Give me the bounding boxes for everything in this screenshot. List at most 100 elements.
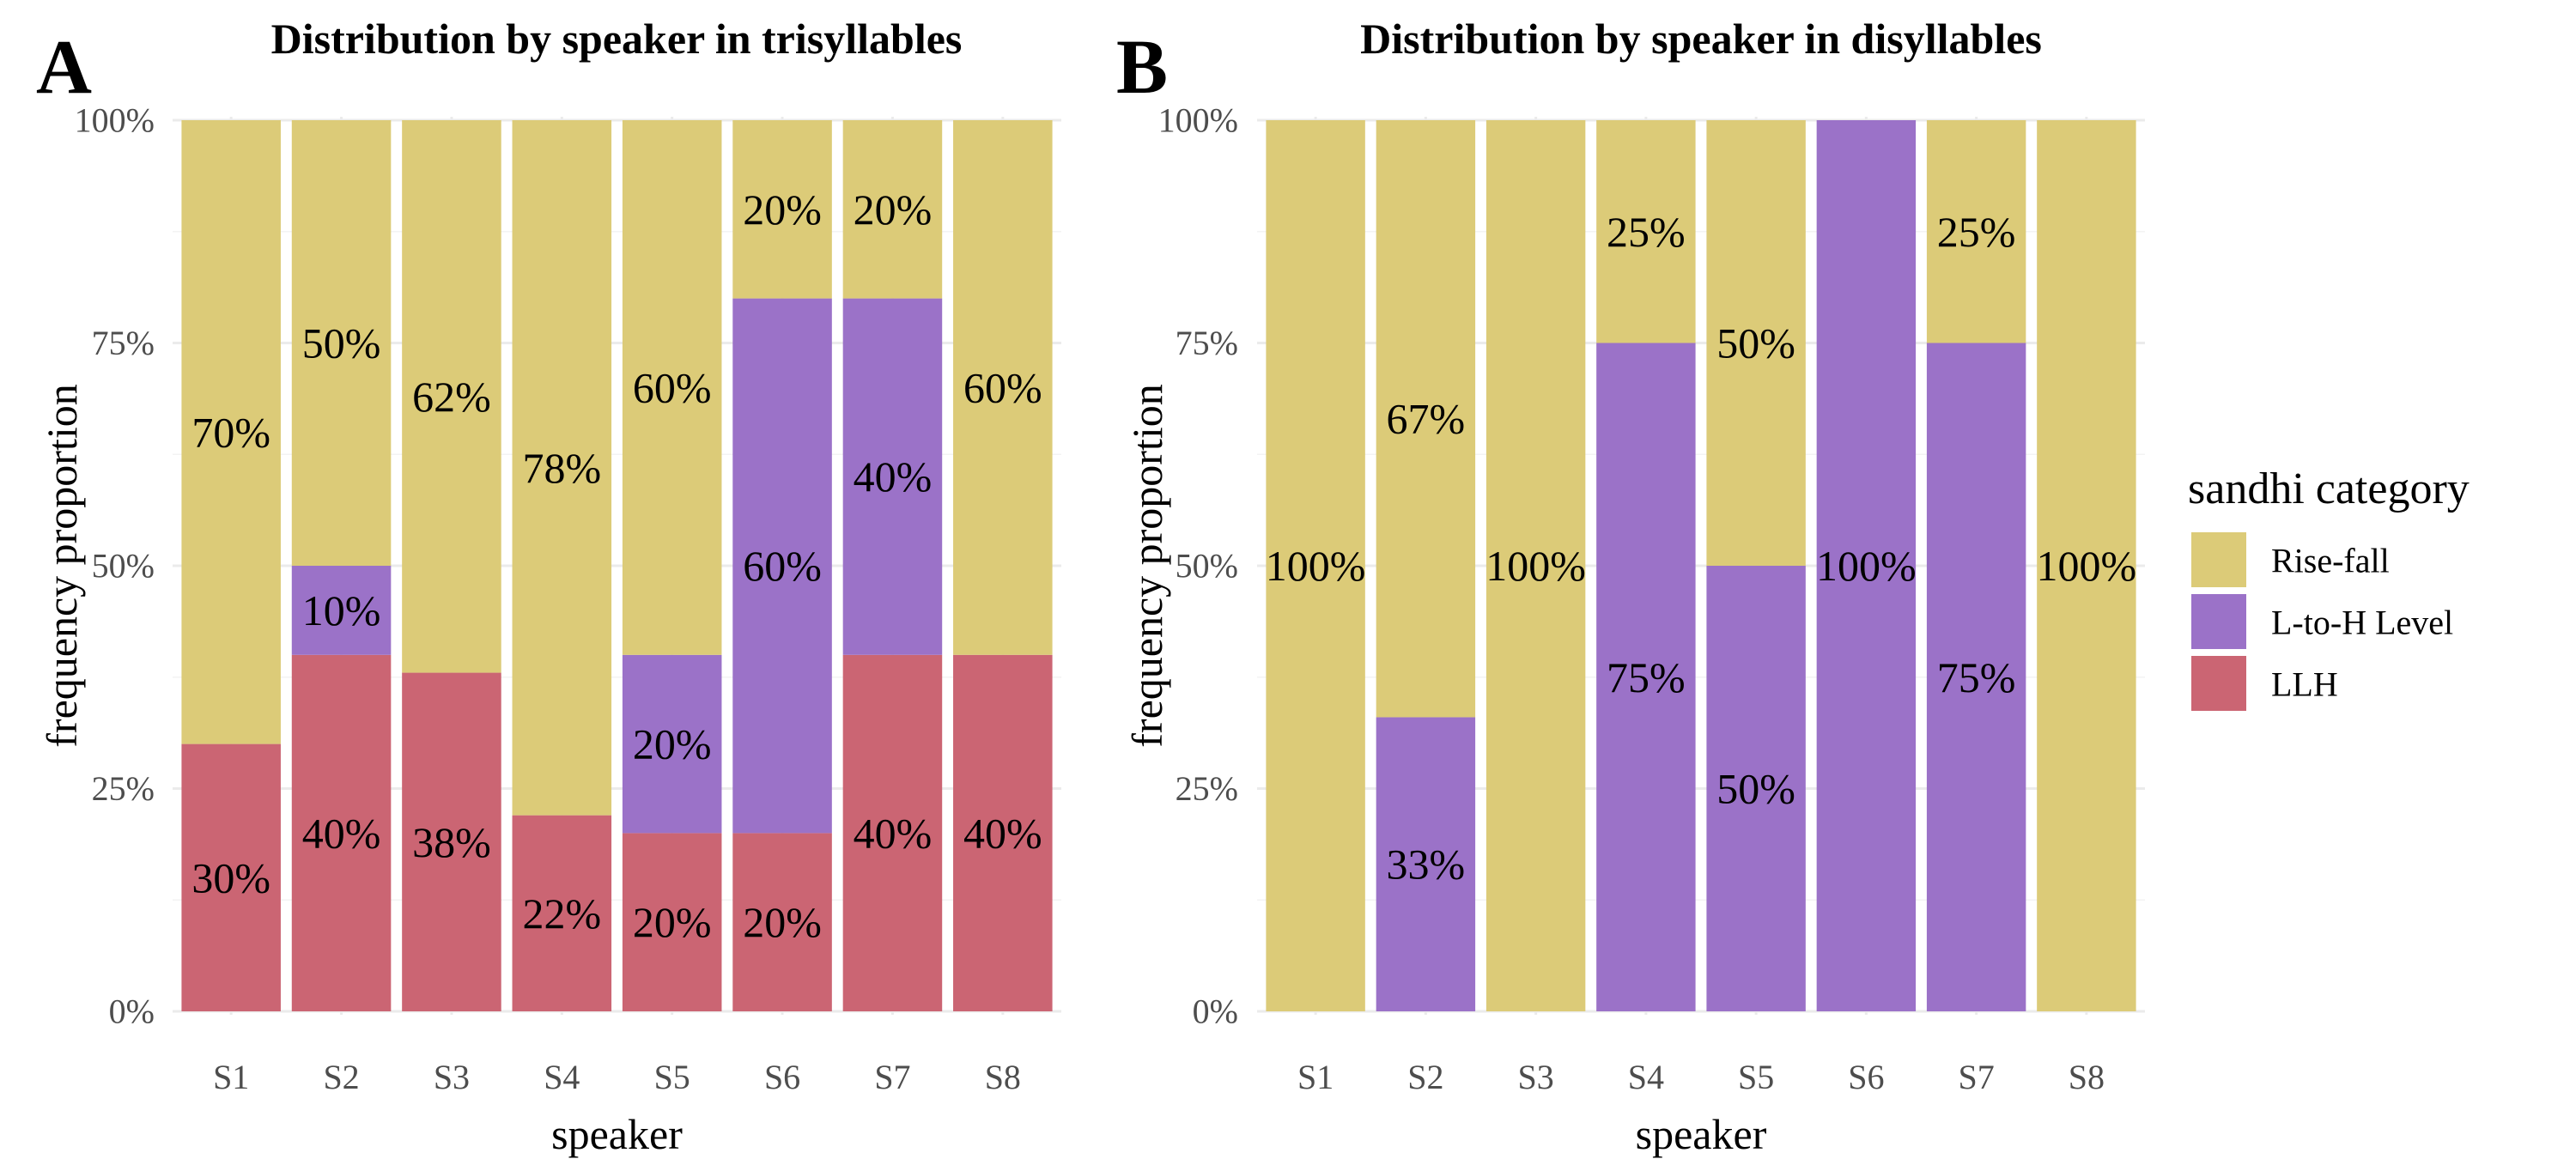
x-tick-label: S6 xyxy=(764,1058,800,1096)
bar-segment-llh xyxy=(512,815,612,1011)
panel-letter: B xyxy=(1116,25,1168,110)
data-label: 20% xyxy=(743,185,822,234)
y-axis-title: frequency proportion xyxy=(38,384,86,747)
bar-segment-rise-fall xyxy=(732,120,832,299)
panel-letter: A xyxy=(36,25,92,110)
bar-segment-l-to-h-level xyxy=(732,298,832,834)
bar-segment-rise-fall xyxy=(512,120,612,816)
y-tick-label: 75% xyxy=(1176,324,1238,362)
y-tick-label: 25% xyxy=(92,769,155,808)
data-label: 38% xyxy=(412,818,491,866)
bar-segment-rise-fall xyxy=(1706,120,1806,566)
data-label: 40% xyxy=(302,809,381,857)
data-label: 50% xyxy=(1716,765,1795,813)
bar-segment-l-to-h-level xyxy=(842,298,943,655)
x-tick-label: S8 xyxy=(2069,1058,2105,1096)
data-label: 62% xyxy=(412,373,491,421)
panel-b-disyllables: 100% 33% 67% 100% 75% 25% 50% 50% 100% 75% 25% 100%… xyxy=(1116,15,2145,1158)
legend-label: LLH xyxy=(2271,665,2338,704)
bar-segment-l-to-h-level xyxy=(1596,343,1696,1011)
panel-a-trisyllables: 30% 70% 40% 10% 50% 38% 62% 22% 78% 20% 20% 60% 20% 6… xyxy=(36,15,1061,1158)
x-tick-label: S4 xyxy=(1628,1058,1664,1096)
data-label: 60% xyxy=(743,542,822,590)
data-label: 33% xyxy=(1387,840,1466,889)
x-tick-label: S1 xyxy=(1297,1058,1334,1096)
bar-segment-llh xyxy=(402,672,501,1011)
legend-label: Rise-fall xyxy=(2271,542,2390,580)
y-tick-label: 50% xyxy=(92,547,155,586)
bar-segment-llh xyxy=(732,833,832,1011)
bar-segment-rise-fall xyxy=(1376,120,1476,718)
data-label: 100% xyxy=(1485,542,1586,590)
bar-segment-l-to-h-level xyxy=(1816,120,1917,1011)
data-label: 20% xyxy=(633,720,712,768)
x-tick-label: S7 xyxy=(874,1058,910,1096)
bar-segment-rise-fall xyxy=(622,120,722,655)
data-label: 22% xyxy=(522,889,601,938)
bar-segment-rise-fall xyxy=(842,120,943,299)
bar-segment-rise-fall xyxy=(1926,120,2026,343)
y-tick-label: 100% xyxy=(75,101,155,140)
y-tick-label: 0% xyxy=(1193,992,1238,1031)
x-tick-label: S5 xyxy=(654,1058,690,1096)
data-label: 40% xyxy=(854,452,933,501)
data-label: 60% xyxy=(633,363,712,411)
panel-title: Distribution by speaker in disyllables xyxy=(1360,15,2042,63)
data-label: 50% xyxy=(302,319,381,367)
x-tick-label: S8 xyxy=(985,1058,1021,1096)
x-axis-title: speaker xyxy=(1636,1110,1767,1158)
legend: sandhi category Rise-fall L-to-H Level LLH xyxy=(2188,464,2470,711)
bar-segment-l-to-h-level xyxy=(1376,717,1476,1011)
data-label: 40% xyxy=(854,809,933,857)
bar-segment-rise-fall xyxy=(402,120,501,673)
data-label: 10% xyxy=(302,586,381,634)
x-axis-title: speaker xyxy=(551,1110,683,1158)
x-tick-label: S1 xyxy=(213,1058,249,1096)
y-tick-label: 75% xyxy=(92,324,155,362)
y-axis-title: frequency proportion xyxy=(1123,384,1171,747)
x-tick-label: S4 xyxy=(544,1058,580,1096)
data-label: 25% xyxy=(1937,208,2016,256)
bar-segment-llh xyxy=(622,833,722,1011)
legend-title: sandhi category xyxy=(2188,464,2470,513)
bar-segment-llh xyxy=(291,654,392,1011)
bar-segment-rise-fall xyxy=(1485,120,1586,1011)
data-label: 60% xyxy=(963,363,1042,411)
x-tick-label: S5 xyxy=(1738,1058,1774,1096)
data-label: 100% xyxy=(2037,542,2137,590)
bar-segment-rise-fall xyxy=(291,120,392,566)
bar-segment-l-to-h-level xyxy=(1926,343,2026,1011)
y-tick-label: 0% xyxy=(109,992,155,1031)
legend-label: L-to-H Level xyxy=(2271,604,2453,642)
bar-segment-rise-fall xyxy=(1266,120,1365,1011)
data-label: 100% xyxy=(1816,542,1917,590)
x-tick-label: S6 xyxy=(1848,1058,1884,1096)
y-tick-label: 50% xyxy=(1176,547,1238,586)
data-label: 40% xyxy=(963,809,1042,857)
panel-title: Distribution by speaker in trisyllables xyxy=(271,15,963,63)
data-label: 20% xyxy=(633,898,712,946)
data-label: 75% xyxy=(1937,653,2016,701)
bar-segment-llh xyxy=(181,743,281,1011)
bar-segment-l-to-h-level xyxy=(291,566,392,655)
data-label: 67% xyxy=(1387,395,1466,443)
data-label: 100% xyxy=(1266,542,1366,590)
bar-segment-rise-fall xyxy=(1596,120,1696,343)
bar-segment-rise-fall xyxy=(953,120,1053,655)
y-tick-label: 100% xyxy=(1158,101,1238,140)
data-label: 75% xyxy=(1607,653,1686,701)
bar-segment-rise-fall xyxy=(2037,120,2136,1011)
data-label: 20% xyxy=(743,898,822,946)
bar-segment-llh xyxy=(842,654,943,1011)
data-label: 25% xyxy=(1607,208,1686,256)
x-tick-label: S2 xyxy=(323,1058,359,1096)
x-tick-label: S7 xyxy=(1959,1058,1995,1096)
x-tick-label: S2 xyxy=(1407,1058,1443,1096)
legend-swatch xyxy=(2191,532,2246,587)
data-label: 30% xyxy=(191,853,270,901)
legend-swatch xyxy=(2191,656,2246,711)
x-tick-label: S3 xyxy=(434,1058,470,1096)
x-tick-label: S3 xyxy=(1518,1058,1554,1096)
legend-swatch xyxy=(2191,594,2246,649)
